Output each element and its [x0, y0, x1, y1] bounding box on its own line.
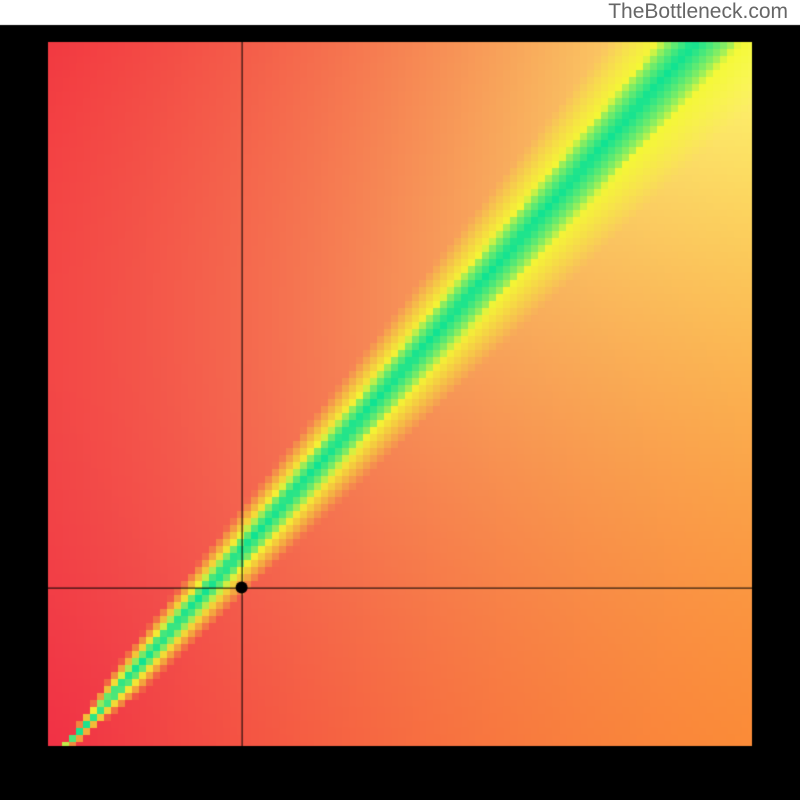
watermark-text: TheBottleneck.com	[608, 0, 788, 24]
heatmap-canvas	[0, 0, 800, 800]
chart-container: TheBottleneck.com	[0, 0, 800, 800]
